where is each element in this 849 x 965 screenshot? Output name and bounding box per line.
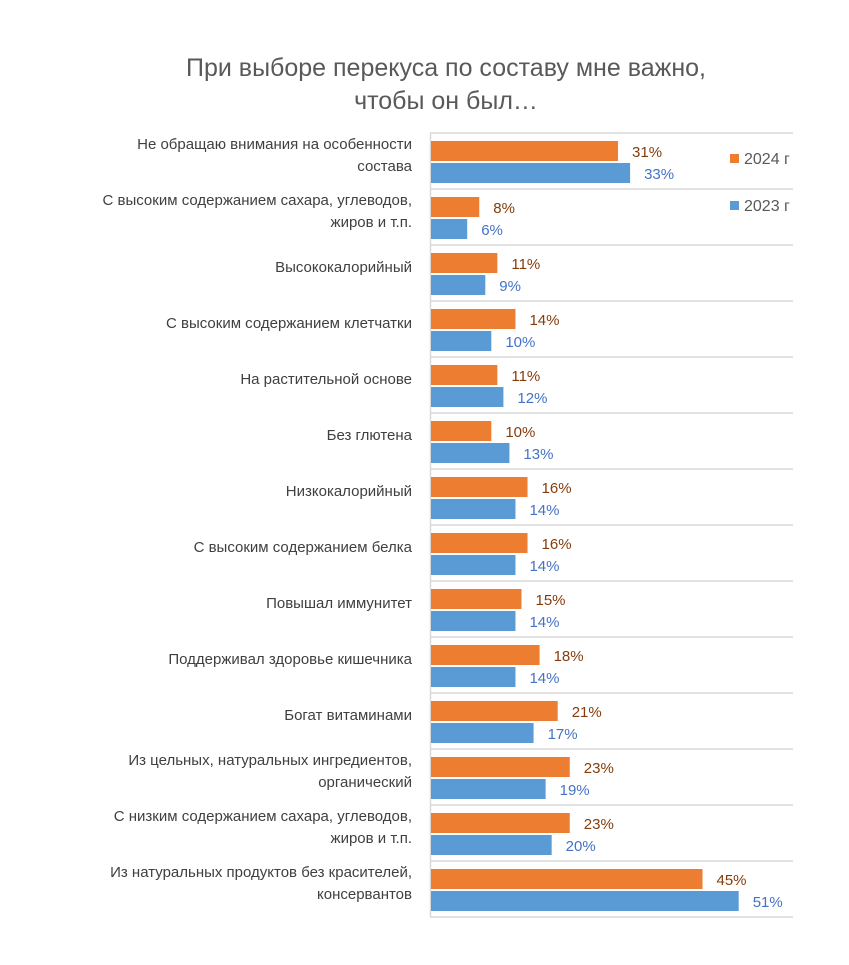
category-label: Из цельных, натуральных ингредиентов, <box>128 752 412 769</box>
category-label: На растительной основе <box>240 371 412 388</box>
data-label: 33% <box>644 166 674 183</box>
bar-2024г <box>431 141 619 161</box>
data-label: 11% <box>511 256 540 273</box>
category-label: Не обращаю внимания на особенности <box>137 136 412 153</box>
bar-2024г <box>431 589 522 609</box>
data-label: 45% <box>717 872 747 889</box>
legend-label: 2023 г <box>744 198 790 215</box>
chart-title-line-1: При выборе перекуса по составу мне важно… <box>186 54 706 82</box>
data-label: 51% <box>753 894 783 911</box>
data-label: 14% <box>529 670 559 687</box>
category-label: консервантов <box>317 886 412 903</box>
gridlines <box>429 132 793 918</box>
bar-2023г <box>431 835 552 855</box>
data-label: 19% <box>560 782 590 799</box>
data-label: 14% <box>529 614 559 631</box>
category-label: Высококалорийный <box>275 259 412 276</box>
category-label: состава <box>357 158 412 175</box>
data-label: 8% <box>493 200 515 217</box>
data-label: 17% <box>548 726 578 743</box>
data-label: 11% <box>511 368 540 385</box>
chart-title: При выборе перекуса по составу мне важно… <box>186 54 706 115</box>
bar-2024г <box>431 421 492 441</box>
category-label: Из натуральных продуктов без красителей, <box>110 864 412 881</box>
data-label: 13% <box>523 446 553 463</box>
data-label: 18% <box>554 648 584 665</box>
bar-2024г <box>431 869 703 889</box>
category-label: органический <box>318 774 412 791</box>
bar-2023г <box>431 443 510 463</box>
category-labels: Не обращаю внимания на особенности состав… <box>103 136 413 903</box>
bar-2023г <box>431 611 516 631</box>
bar-2024г <box>431 533 528 553</box>
legend-swatch <box>730 201 739 210</box>
legend-swatch <box>730 154 739 163</box>
category-label: Повышал иммунитет <box>266 595 412 612</box>
data-label: 14% <box>529 312 559 329</box>
bar-2023г <box>431 667 516 687</box>
data-label: 10% <box>505 424 535 441</box>
bar-2023г <box>431 163 631 183</box>
chart-title-line-2: чтобы он был… <box>354 87 538 115</box>
bar-2024г <box>431 477 528 497</box>
bar-2024г <box>431 757 570 777</box>
bar-2024г <box>431 253 498 273</box>
data-label: 31% <box>632 144 662 161</box>
category-label: Без глютена <box>327 427 413 444</box>
category-label: жиров и т.п. <box>331 830 412 847</box>
bars: 31% 33% 8% 6% 11% 9% 14% 10% 11% 12% 10% 13% 16% 14% 1… <box>431 141 783 911</box>
bar-2023г <box>431 387 504 407</box>
category-label: С высоким содержанием сахара, углеводов, <box>103 192 412 209</box>
data-label: 20% <box>566 838 596 855</box>
data-label: 21% <box>572 704 602 721</box>
data-label: 10% <box>505 334 535 351</box>
bar-2023г <box>431 331 492 351</box>
legend-label: 2024 г <box>744 151 790 168</box>
bar-2023г <box>431 555 516 575</box>
category-label: С высоким содержанием белка <box>194 539 413 556</box>
category-label: Богат витаминами <box>284 707 412 724</box>
bar-2023г <box>431 779 546 799</box>
category-label: жиров и т.п. <box>331 214 412 231</box>
bar-2024г <box>431 701 558 721</box>
category-label: С высоким содержанием клетчатки <box>166 315 412 332</box>
bar-2023г <box>431 275 486 295</box>
data-label: 14% <box>529 558 559 575</box>
bar-2024г <box>431 197 480 217</box>
bar-2023г <box>431 891 739 911</box>
data-label: 23% <box>584 816 614 833</box>
bar-2023г <box>431 219 468 239</box>
data-label: 12% <box>517 390 547 407</box>
category-label: Поддерживал здоровье кишечника <box>168 651 412 668</box>
legend: 2024 г 2023 г <box>730 151 790 215</box>
data-label: 9% <box>499 278 521 295</box>
data-label: 14% <box>529 502 559 519</box>
data-label: 6% <box>481 222 503 239</box>
data-label: 16% <box>542 536 572 553</box>
bar-2023г <box>431 499 516 519</box>
data-label: 23% <box>584 760 614 777</box>
bar-2024г <box>431 645 540 665</box>
data-label: 15% <box>536 592 566 609</box>
category-label: С низким содержанием сахара, углеводов, <box>114 808 412 825</box>
bar-2024г <box>431 365 498 385</box>
category-label: Низкокалорийный <box>286 483 412 500</box>
data-label: 16% <box>542 480 572 497</box>
bar-2024г <box>431 309 516 329</box>
bar-2024г <box>431 813 570 833</box>
bar-2023г <box>431 723 534 743</box>
